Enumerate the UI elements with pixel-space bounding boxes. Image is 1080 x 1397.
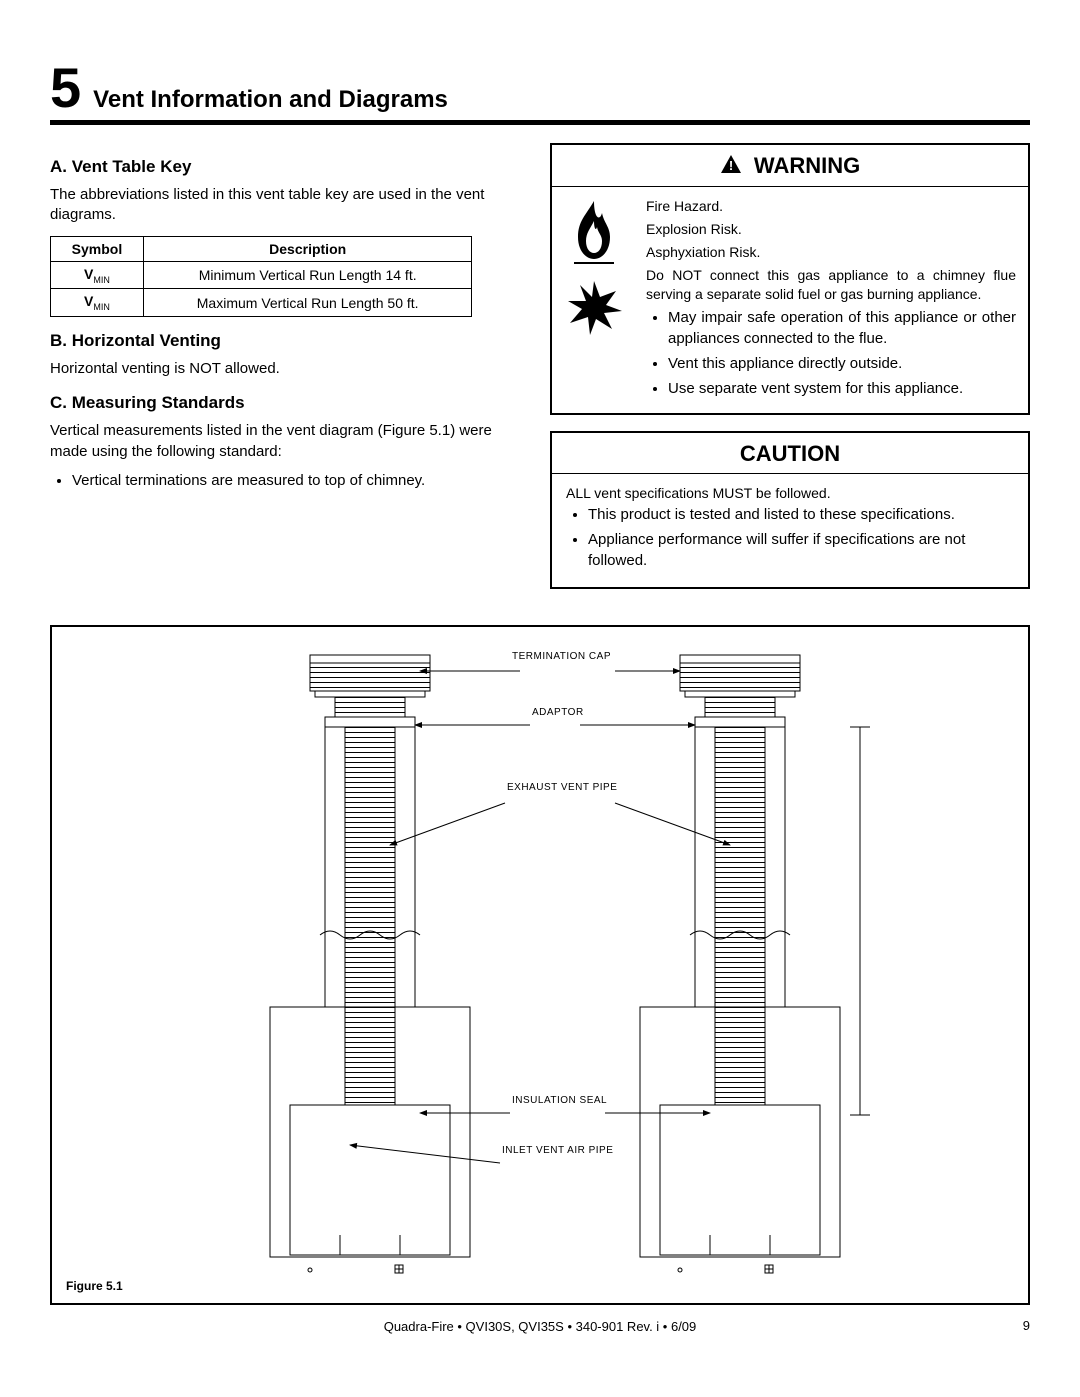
content-columns: A. Vent Table Key The abbreviations list… xyxy=(50,143,1030,605)
vent-diagram xyxy=(60,635,1020,1295)
warning-bullets: May impair safe operation of this applia… xyxy=(646,307,1016,399)
intro-a: The abbreviations listed in this vent ta… xyxy=(50,185,530,226)
caution-intro: ALL vent specifications MUST be followed… xyxy=(566,484,1014,504)
sym-main: V xyxy=(84,266,93,282)
caution-box: CAUTION ALL vent specifications MUST be … xyxy=(550,431,1030,589)
warning-title-text: WARNING xyxy=(754,153,860,178)
warning-text: Fire Hazard. Explosion Risk. Asphyxiatio… xyxy=(646,197,1016,403)
warning-triangle-icon: ! xyxy=(720,154,748,179)
label-termination-cap: TERMINATION CAP xyxy=(512,651,611,662)
flame-icon xyxy=(564,197,624,269)
table-row: VMIN Maximum Vertical Run Length 50 ft. xyxy=(51,289,472,317)
warning-body: Fire Hazard. Explosion Risk. Asphyxiatio… xyxy=(552,187,1028,413)
heading-b: B. Horizontal Venting xyxy=(50,331,530,351)
warning-box: ! WARNING Fire Hazard. Explosion Ri xyxy=(550,143,1030,415)
caution-bullets: This product is tested and listed to the… xyxy=(566,504,1014,571)
cell-desc: Maximum Vertical Run Length 50 ft. xyxy=(143,289,471,317)
cell-symbol: VMIN xyxy=(51,261,144,289)
cell-symbol: VMIN xyxy=(51,289,144,317)
text-b: Horizontal venting is NOT allowed. xyxy=(50,359,530,379)
heading-a: A. Vent Table Key xyxy=(50,157,530,177)
label-insulation-seal: INSULATION SEAL xyxy=(512,1095,607,1106)
left-column: A. Vent Table Key The abbreviations list… xyxy=(50,143,530,605)
label-exhaust-vent-pipe: EXHAUST VENT PIPE xyxy=(507,782,617,793)
svg-text:!: ! xyxy=(729,158,733,173)
figure-label: Figure 5.1 xyxy=(66,1279,123,1293)
page-number: 9 xyxy=(1023,1318,1030,1333)
explosion-icon xyxy=(564,277,624,337)
label-adaptor: ADAPTOR xyxy=(532,707,584,718)
diagram-box: TERMINATION CAP ADAPTOR EXHAUST VENT PIP… xyxy=(50,625,1030,1305)
warn-bullet: Use separate vent system for this applia… xyxy=(668,378,1016,399)
caution-bullet: Appliance performance will suffer if spe… xyxy=(588,529,1014,571)
section-number: 5 xyxy=(50,60,81,116)
warn-line: Asphyxiation Risk. xyxy=(646,243,1016,262)
caution-bullet: This product is tested and listed to the… xyxy=(588,504,1014,525)
vent-key-table: Symbol Description VMIN Minimum Vertical… xyxy=(50,236,472,318)
bullet-c: Vertical terminations are measured to to… xyxy=(72,470,530,491)
warning-icons xyxy=(564,197,634,403)
label-inlet-vent-air-pipe: INLET VENT AIR PIPE xyxy=(502,1145,613,1156)
warn-line: Fire Hazard. xyxy=(646,197,1016,216)
sym-sub: MIN xyxy=(93,302,110,312)
sym-main: V xyxy=(84,293,93,309)
warn-line: Explosion Risk. xyxy=(646,220,1016,239)
heading-c: C. Measuring Standards xyxy=(50,393,530,413)
section-title: Vent Information and Diagrams xyxy=(93,86,448,120)
bullets-c: Vertical terminations are measured to to… xyxy=(50,470,530,491)
caution-title: CAUTION xyxy=(552,433,1028,474)
th-description: Description xyxy=(143,236,471,261)
table-row: VMIN Minimum Vertical Run Length 14 ft. xyxy=(51,261,472,289)
warn-bullet: Vent this appliance directly outside. xyxy=(668,353,1016,374)
caution-body: ALL vent specifications MUST be followed… xyxy=(552,474,1028,587)
warning-title: ! WARNING xyxy=(552,145,1028,187)
footer-text: Quadra-Fire • QVI30S, QVI35S • 340-901 R… xyxy=(50,1319,1030,1334)
cell-desc: Minimum Vertical Run Length 14 ft. xyxy=(143,261,471,289)
text-c: Vertical measurements listed in the vent… xyxy=(50,421,530,462)
warn-line: Do NOT connect this gas appliance to a c… xyxy=(646,266,1016,304)
section-header: 5 Vent Information and Diagrams xyxy=(50,60,1030,125)
warn-bullet: May impair safe operation of this applia… xyxy=(668,307,1016,349)
right-column: ! WARNING Fire Hazard. Explosion Ri xyxy=(550,143,1030,605)
sym-sub: MIN xyxy=(93,274,110,284)
th-symbol: Symbol xyxy=(51,236,144,261)
